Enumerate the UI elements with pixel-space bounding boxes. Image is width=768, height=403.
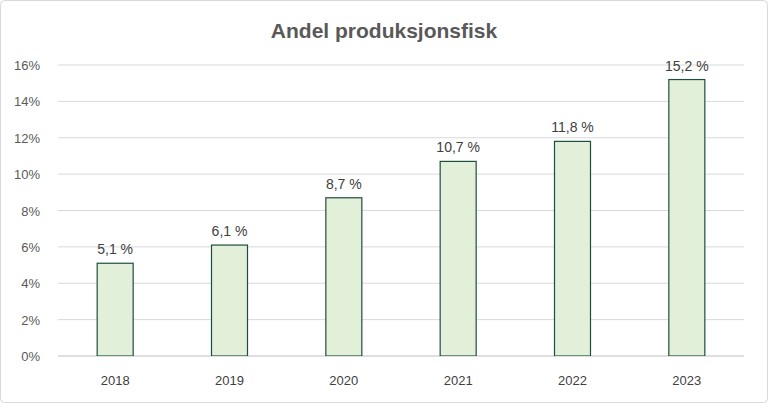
- grid-line: [58, 283, 744, 284]
- chart-title: Andel produksjonsfisk: [271, 19, 498, 42]
- grid-line: [58, 137, 744, 138]
- y-tick-label: 6%: [21, 240, 40, 255]
- bar: [440, 161, 476, 356]
- y-tick-label: 0%: [21, 349, 40, 364]
- x-tick-label: 2018: [101, 373, 130, 388]
- data-label: 6,1 %: [212, 223, 248, 239]
- y-tick-label: 10%: [14, 167, 40, 182]
- y-tick-label: 2%: [21, 313, 40, 328]
- data-label: 10,7 %: [436, 139, 480, 155]
- y-tick-label: 8%: [21, 204, 40, 219]
- grid-line: [58, 65, 744, 66]
- grid-line: [58, 174, 744, 175]
- grid-line: [58, 319, 744, 320]
- bar: [669, 80, 705, 356]
- y-tick-label: 16%: [14, 58, 40, 73]
- data-label: 5,1 %: [97, 241, 133, 257]
- y-tick-label: 14%: [14, 94, 40, 109]
- x-tick-label: 2023: [672, 373, 701, 388]
- bar: [326, 198, 362, 356]
- chart-frame: [1, 1, 768, 403]
- y-tick-label: 4%: [21, 276, 40, 291]
- data-label: 8,7 %: [326, 176, 362, 192]
- x-tick-label: 2021: [444, 373, 473, 388]
- chart: Andel produksjonsfisk 0% 2% 4% 6% 8% 10% 12% 14%…: [0, 0, 768, 403]
- data-label: 11,8 %: [551, 119, 594, 135]
- bar: [97, 263, 133, 356]
- data-label: 15,2 %: [665, 58, 709, 74]
- grid-line: [58, 246, 744, 247]
- bar: [212, 245, 248, 356]
- grid-line: [58, 101, 744, 102]
- y-tick-label: 12%: [14, 131, 40, 146]
- x-tick-label: 2019: [215, 373, 244, 388]
- bars: [97, 80, 705, 356]
- x-tick-label: 2022: [558, 373, 587, 388]
- bar: [555, 141, 591, 356]
- grid-line: [58, 210, 744, 211]
- grid-line: [58, 356, 744, 357]
- x-tick-label: 2020: [329, 373, 358, 388]
